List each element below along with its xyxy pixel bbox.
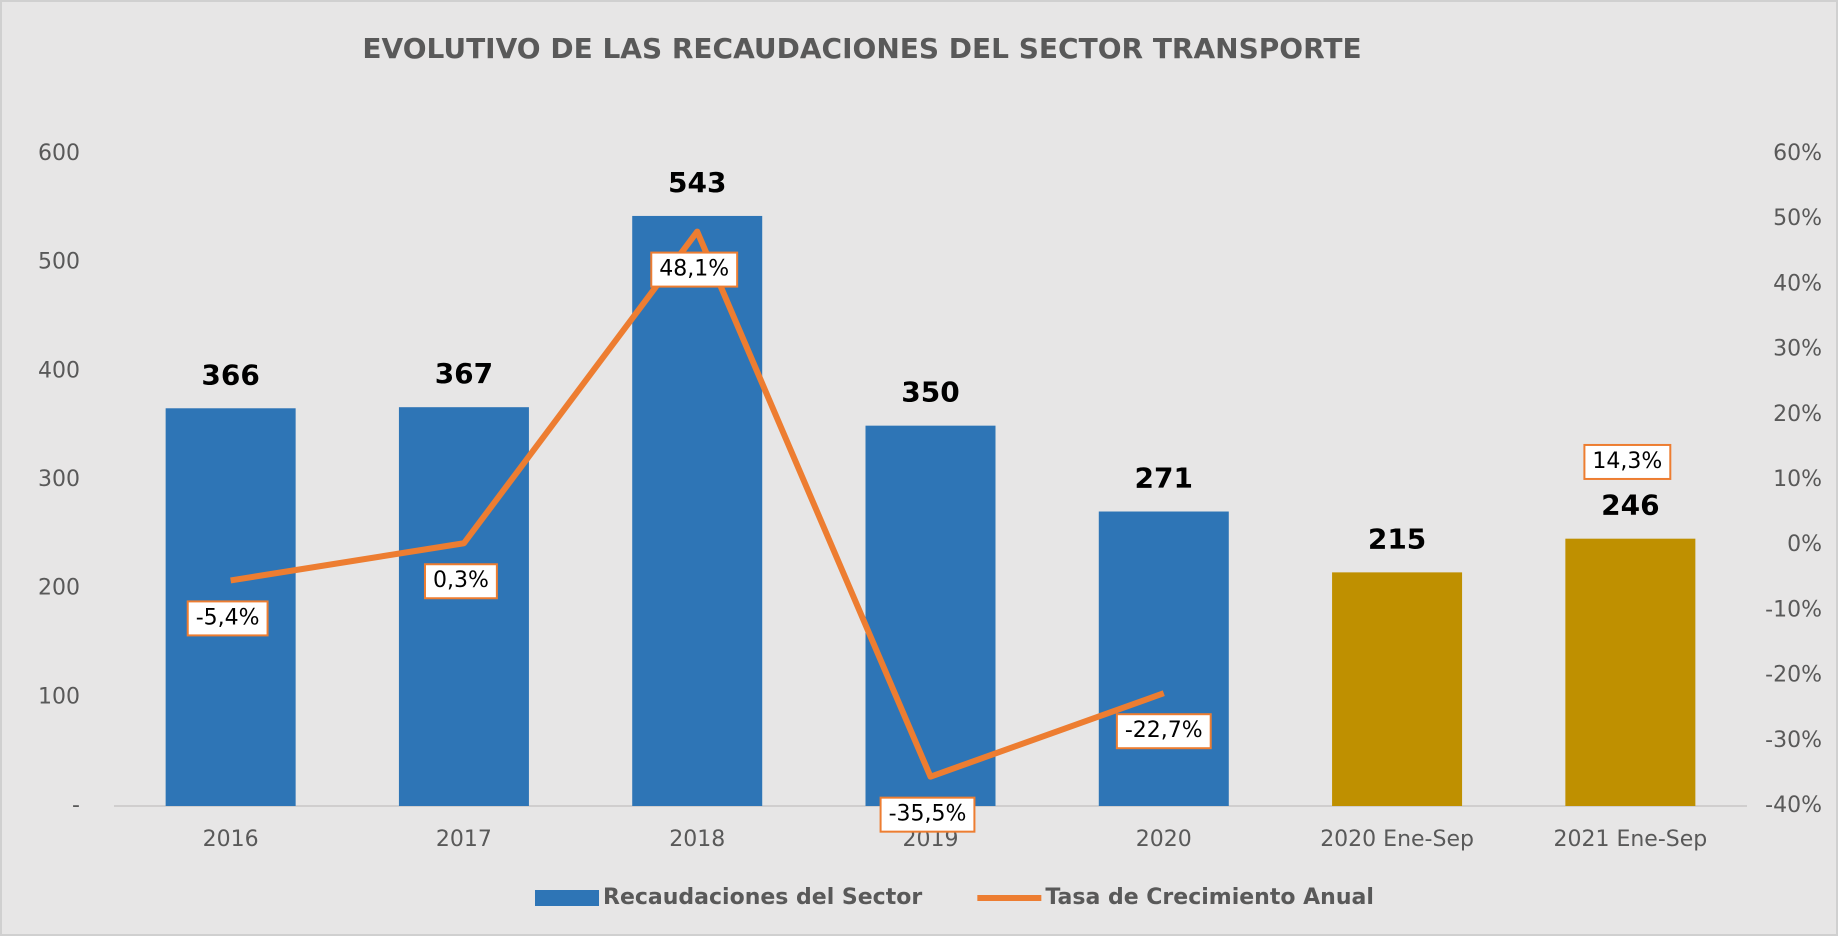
line bbox=[230, 228, 1165, 780]
line-value-label-text: -35,5% bbox=[889, 802, 967, 827]
label-box bbox=[186, 600, 269, 637]
y-tick-label: 400 bbox=[38, 358, 80, 383]
x-tick-label: 2018 bbox=[669, 827, 725, 852]
bar-value-label: 350 bbox=[901, 376, 959, 409]
y2-tick-label: -30% bbox=[1765, 728, 1822, 753]
y2-tick-label: 20% bbox=[1773, 402, 1822, 427]
line-value-label: -22,7% bbox=[1115, 713, 1212, 750]
y2-tick-label: -10% bbox=[1765, 597, 1822, 622]
y2-tick-label: 0% bbox=[1787, 532, 1822, 557]
line-value-label: 48,1% bbox=[650, 251, 739, 288]
label-box bbox=[423, 563, 498, 600]
x-tick-label: 2020 Ene-Sep bbox=[1320, 827, 1474, 852]
label-box bbox=[879, 796, 976, 833]
y2-tick-label: 30% bbox=[1773, 337, 1822, 362]
y-tick-label: 300 bbox=[38, 467, 80, 492]
bar-value-label: 246 bbox=[1601, 489, 1659, 522]
line-value-label-text: 0,3% bbox=[433, 568, 489, 593]
y2-tick-label: 10% bbox=[1773, 467, 1822, 492]
line-value-label-text: 48,1% bbox=[659, 257, 729, 282]
y-tick-label: 200 bbox=[38, 576, 80, 601]
y2-tick-label: -20% bbox=[1765, 663, 1822, 688]
x-tick-label: 2021 Ene-Sep bbox=[1553, 827, 1707, 852]
label-box bbox=[1115, 713, 1212, 750]
legend-swatch bbox=[535, 890, 599, 906]
x-tick-label: 2020 bbox=[1136, 827, 1192, 852]
y-tick-label: 600 bbox=[38, 141, 80, 166]
legend-label: Recaudaciones del Sector bbox=[603, 885, 922, 910]
y-tick-label: 500 bbox=[38, 250, 80, 275]
y-tick-label: - bbox=[72, 793, 80, 818]
label-box bbox=[650, 251, 739, 288]
line-value-label: 14,3% bbox=[1583, 443, 1672, 480]
y2-tick-label: 60% bbox=[1773, 141, 1822, 166]
label-box bbox=[1583, 443, 1672, 480]
line-value-label-text: 14,3% bbox=[1592, 449, 1662, 474]
line-value-label: 0,3% bbox=[423, 563, 498, 600]
line-value-label: -5,4% bbox=[186, 600, 269, 637]
bar bbox=[398, 407, 529, 806]
bar-value-label: 366 bbox=[201, 358, 259, 391]
bar bbox=[865, 425, 996, 806]
x-tick-label: 2017 bbox=[436, 827, 492, 852]
bar bbox=[1098, 511, 1229, 806]
line-value-label-text: -22,7% bbox=[1125, 718, 1203, 743]
y-tick-label: 100 bbox=[38, 684, 80, 709]
y2-tick-label: 50% bbox=[1773, 206, 1822, 231]
line-value-label: -35,5% bbox=[879, 796, 976, 833]
legend-label: Tasa de Crecimiento Anual bbox=[1045, 885, 1374, 910]
bar bbox=[632, 215, 763, 806]
x-tick-label: 2016 bbox=[203, 827, 259, 852]
bar-value-label: 543 bbox=[668, 166, 726, 199]
bar-value-label: 367 bbox=[435, 357, 493, 390]
line-value-label-text: -5,4% bbox=[196, 605, 260, 630]
y2-tick-label: -40% bbox=[1765, 793, 1822, 818]
bar bbox=[1332, 572, 1463, 806]
chart-title: EVOLUTIVO DE LAS RECAUDACIONES DEL SECTO… bbox=[362, 32, 1361, 65]
y2-tick-label: 40% bbox=[1773, 271, 1822, 296]
bar bbox=[1565, 538, 1696, 806]
bar-value-label: 271 bbox=[1135, 462, 1193, 495]
bar-value-label: 215 bbox=[1368, 522, 1426, 555]
